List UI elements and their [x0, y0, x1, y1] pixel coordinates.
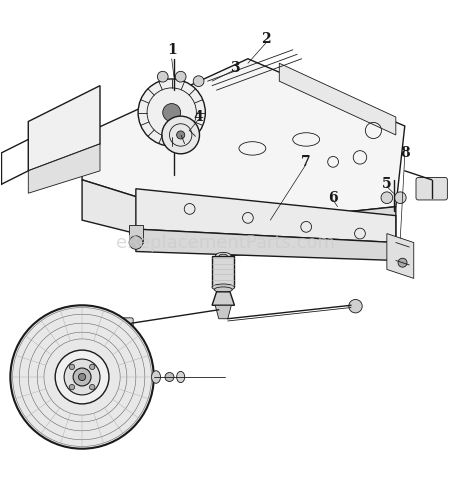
Text: 6: 6	[328, 191, 338, 205]
Ellipse shape	[219, 254, 227, 258]
FancyBboxPatch shape	[416, 178, 447, 200]
Circle shape	[89, 384, 95, 390]
Polygon shape	[279, 63, 396, 135]
Circle shape	[69, 364, 74, 370]
Circle shape	[55, 350, 109, 404]
Ellipse shape	[212, 284, 235, 291]
Circle shape	[64, 359, 100, 395]
Text: 1: 1	[167, 43, 177, 57]
Circle shape	[193, 76, 204, 87]
FancyBboxPatch shape	[98, 318, 133, 329]
Circle shape	[175, 71, 186, 82]
Circle shape	[163, 104, 181, 122]
Circle shape	[162, 116, 199, 154]
Ellipse shape	[152, 371, 161, 383]
Circle shape	[129, 236, 143, 249]
Circle shape	[69, 384, 74, 390]
Circle shape	[177, 131, 185, 139]
Polygon shape	[28, 86, 100, 171]
Text: 7: 7	[301, 155, 311, 169]
Circle shape	[349, 299, 362, 313]
Polygon shape	[387, 233, 414, 278]
Circle shape	[73, 368, 91, 386]
Polygon shape	[226, 207, 396, 256]
Circle shape	[165, 373, 174, 381]
Polygon shape	[136, 229, 396, 261]
Circle shape	[78, 373, 86, 381]
Circle shape	[10, 305, 154, 449]
Bar	[129, 225, 143, 242]
Circle shape	[89, 364, 95, 370]
Circle shape	[398, 258, 407, 267]
Text: eReplacementParts.com: eReplacementParts.com	[116, 233, 335, 252]
Polygon shape	[82, 59, 405, 225]
Text: 4: 4	[194, 110, 203, 124]
Ellipse shape	[214, 287, 232, 292]
Text: 3: 3	[230, 61, 239, 75]
Circle shape	[395, 192, 406, 204]
Polygon shape	[212, 292, 235, 305]
Polygon shape	[136, 189, 396, 242]
Polygon shape	[212, 256, 235, 287]
Polygon shape	[28, 144, 100, 193]
Polygon shape	[82, 180, 226, 256]
Ellipse shape	[216, 253, 231, 260]
Polygon shape	[215, 305, 231, 319]
Circle shape	[138, 79, 205, 146]
Text: 2: 2	[261, 32, 271, 46]
Text: 5: 5	[382, 177, 391, 191]
Text: 8: 8	[400, 146, 410, 160]
Ellipse shape	[177, 371, 185, 383]
Circle shape	[381, 192, 393, 204]
Circle shape	[157, 71, 168, 82]
